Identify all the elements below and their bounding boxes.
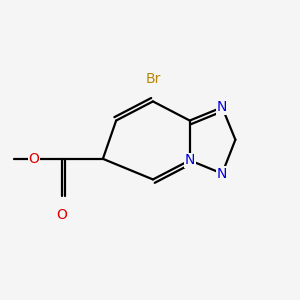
Text: N: N bbox=[184, 153, 195, 167]
Text: Br: Br bbox=[145, 72, 160, 86]
Text: O: O bbox=[28, 152, 39, 166]
Text: O: O bbox=[56, 208, 67, 222]
Text: N: N bbox=[217, 167, 227, 181]
Text: N: N bbox=[217, 100, 227, 114]
